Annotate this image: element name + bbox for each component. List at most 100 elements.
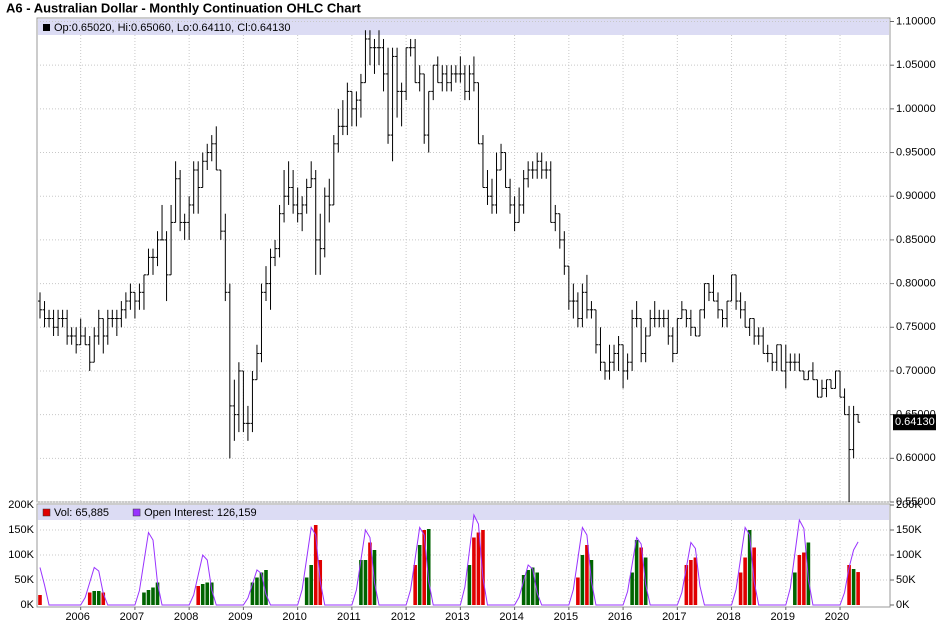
volume-bar [476,532,481,605]
x-tick-label: 2011 [337,611,361,623]
volume-bar [634,540,639,605]
x-tick-label: 2020 [825,611,849,623]
volume-bar [847,565,851,605]
volume-bar [101,592,106,605]
y-tick-label: 0.75000 [896,321,936,333]
volume-bar [304,577,309,605]
volume-bar [259,572,264,605]
volume-bar [205,582,210,605]
y-tick-label: 50K [14,574,34,586]
y-tick-label: 0.70000 [896,365,936,377]
volume-bar [472,537,476,605]
x-tick-label: 2012 [391,611,415,623]
y-tick-label: 150K [8,524,34,536]
price-panel [36,17,891,503]
x-tick-label: 2013 [445,611,469,623]
chart-title: A6 - Australian Dollar - Monthly Continu… [6,0,362,15]
volume-bar [38,595,42,605]
x-tick-label: 2007 [120,611,144,623]
volume-bar [738,572,743,605]
volume-bar [639,547,643,605]
volume-bar [851,569,856,605]
y-tick-label: 1.00000 [896,103,936,115]
volume-bar [535,572,539,605]
price-legend: Op:0.65020, Hi:0.65060, Lo:0.64110, Cl:0… [54,22,290,34]
volume-bar [413,565,417,605]
legend-label: Open Interest: 126,159 [144,507,257,519]
x-tick-label: 2018 [716,611,740,623]
volume-bar [155,582,160,605]
volume-bar [580,555,585,605]
volume-bar [96,591,101,605]
volume-bar [264,570,268,605]
volume-bar [313,525,318,605]
legend-swatch [42,508,51,517]
volume-bar [363,560,368,605]
y-tick-label: 0.85000 [896,234,936,246]
y2-tick-label: 0K [896,599,910,611]
y-tick-label: 1.10000 [896,15,936,27]
volume-bar [793,572,797,605]
y2-tick-label: 150K [896,524,922,536]
volume-bar [585,545,589,605]
volume-bar [747,530,752,605]
volume-bar [250,582,255,605]
volume-bar [530,567,535,605]
x-tick-label: 2014 [499,611,523,623]
volume-bar [92,591,97,605]
y-tick-label: 0.60000 [896,452,936,464]
y-tick-label: 100K [8,549,34,561]
x-tick-label: 2009 [228,611,252,623]
volume-bar [255,577,259,605]
price-legend-band [38,19,889,35]
y2-tick-label: 100K [896,549,922,561]
volume-bar [309,565,313,605]
volume-bar [151,587,155,605]
volume-bar [693,557,698,605]
volume-bar [521,575,526,605]
volume-bar [856,572,860,605]
volume-bar [684,565,689,605]
y2-tick-label: 50K [896,574,916,586]
y-tick-label: 0.80000 [896,277,936,289]
volume-bar [87,592,92,605]
volume-bar [752,547,756,605]
volume-bar [743,557,747,605]
volume-bar [630,572,634,605]
x-tick-label: 2008 [174,611,198,623]
last-price-box [893,414,936,431]
volume-bar [797,555,802,605]
volume-bar [368,542,372,605]
volume-bar [200,584,205,605]
price-legend-swatch [43,24,50,31]
volume-bar [422,530,426,605]
volume-bar [359,560,363,605]
volume-bar [481,530,485,605]
volume-bar [802,552,806,605]
volume-bar [417,545,422,605]
x-tick-label: 2010 [282,611,306,623]
volume-bar [689,560,693,605]
y-tick-label: 0K [21,599,35,611]
volume-bar [806,542,811,605]
volume-bar [196,586,200,605]
x-tick-label: 2016 [608,611,632,623]
volume-bar [526,570,530,605]
volume-bar [467,565,472,605]
volume-bar [576,577,580,605]
y2-tick-label: 200K [896,499,922,511]
legend-swatch [132,508,141,517]
volume-bar [209,582,214,605]
open-interest-line [39,513,859,606]
x-tick-label: 2019 [771,611,795,623]
y-tick-label: 200K [8,499,34,511]
y-tick-label: 1.05000 [896,59,936,71]
volume-bar [142,592,146,605]
y-tick-label: 0.55000 [896,496,936,508]
x-tick-label: 2017 [662,611,686,623]
volume-legend-band [38,505,889,520]
y-tick-label: 0.90000 [896,190,936,202]
